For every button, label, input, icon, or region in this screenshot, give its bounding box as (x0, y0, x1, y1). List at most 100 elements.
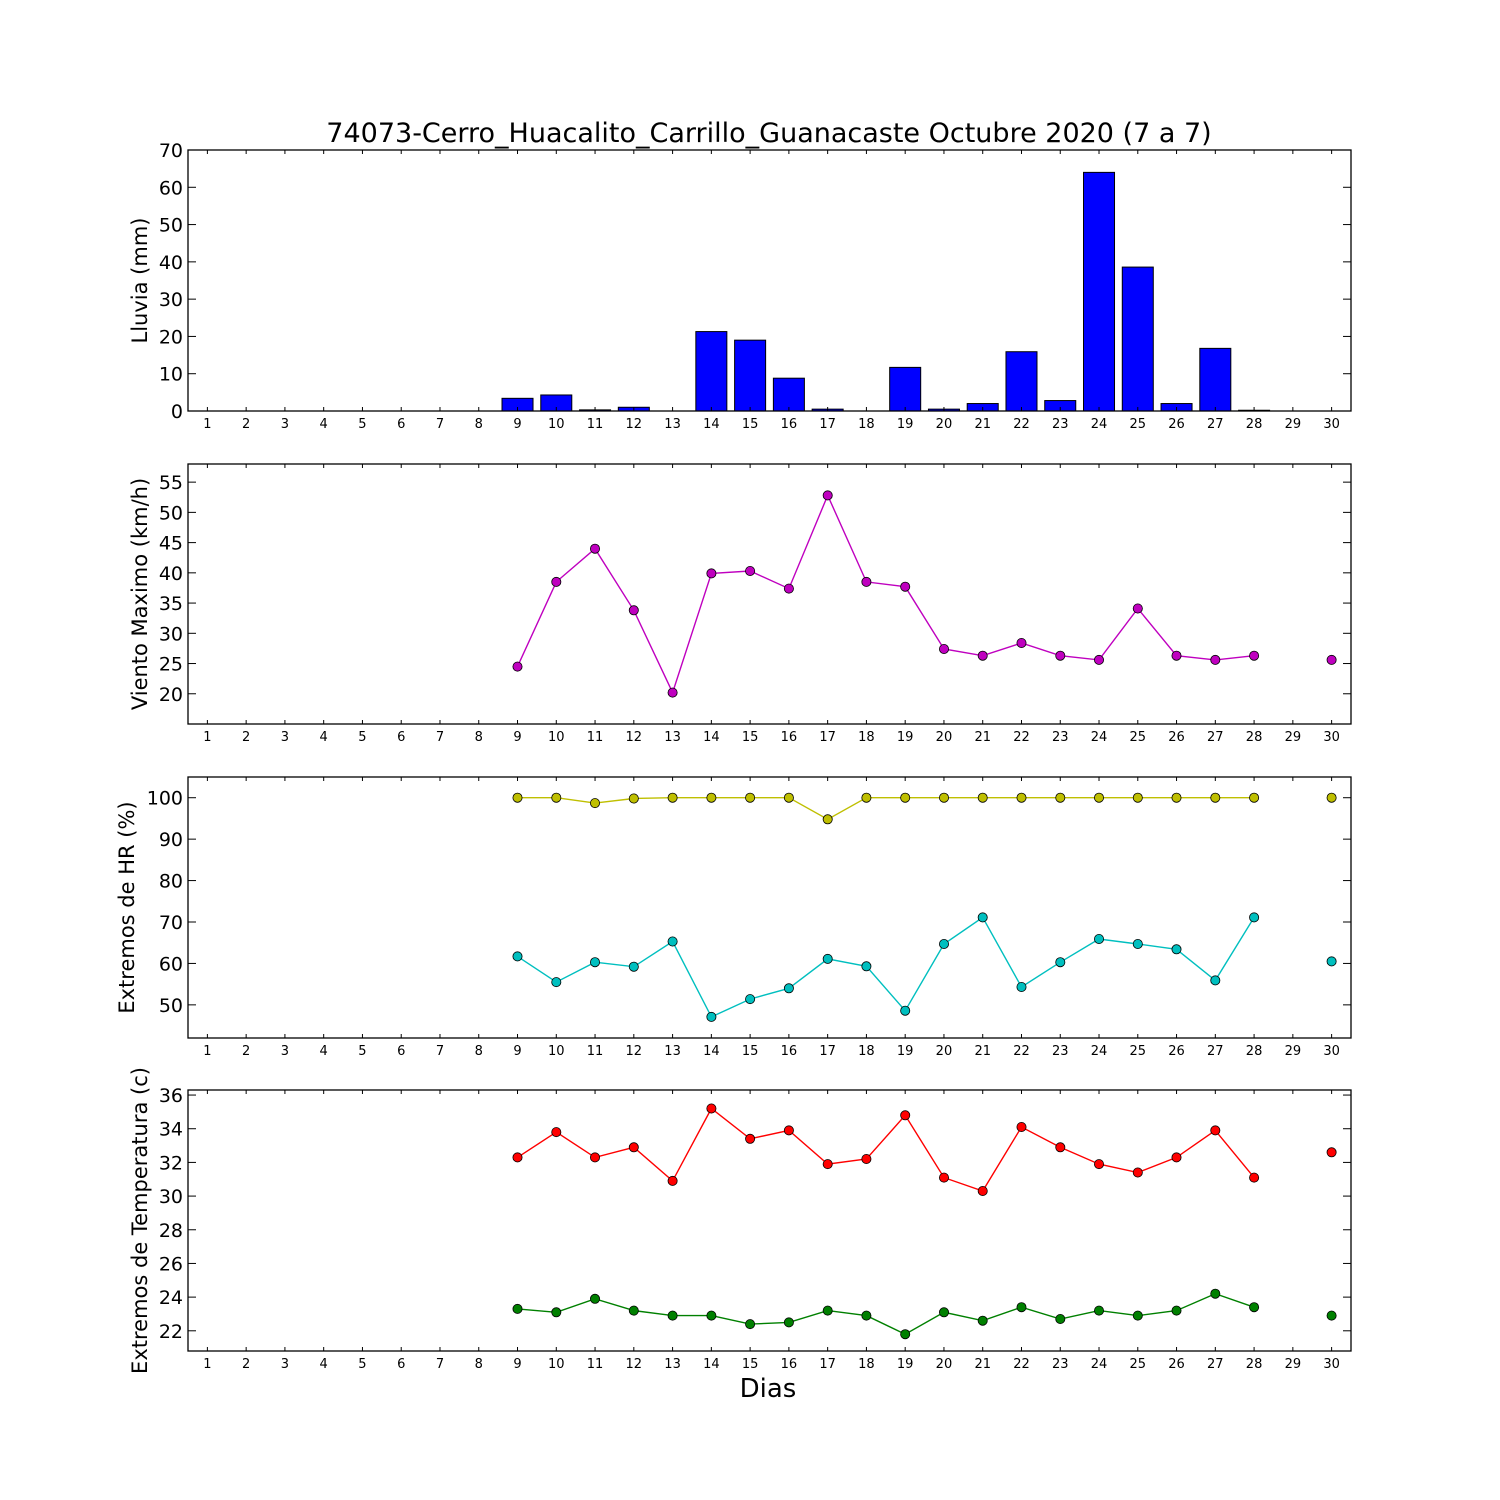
x-tick-label: 28 (1246, 1357, 1263, 1372)
point-day-21 (977, 1315, 988, 1326)
x-tick-label: 10 (548, 417, 565, 432)
bar-day-19 (889, 366, 922, 412)
point-day-30 (1326, 956, 1337, 967)
series-line-1-segment-1 (517, 797, 1255, 821)
point-day-10 (551, 977, 562, 988)
x-tick-label: 27 (1207, 417, 1224, 432)
x-tick-label: 6 (397, 1357, 405, 1372)
point-day-18 (861, 792, 872, 803)
series-line-1-segment-1 (516, 493, 1255, 695)
point-day-12 (628, 605, 639, 616)
point-day-27 (1210, 975, 1221, 986)
x-tick-label: 14 (703, 1357, 720, 1372)
y-tick-label: 20 (159, 326, 183, 348)
point-day-12 (628, 793, 639, 804)
x-tick-label: 1 (203, 1357, 211, 1372)
x-tick-label: 30 (1323, 417, 1340, 432)
x-tick-label: 26 (1168, 1044, 1185, 1059)
point-day-12 (628, 961, 639, 972)
y-tick-label: 30 (159, 289, 183, 311)
y-tick-label: 40 (159, 563, 183, 585)
point-day-20 (939, 792, 950, 803)
x-tick-label: 16 (781, 730, 798, 745)
bar-day-27 (1199, 347, 1232, 412)
series-1 (512, 792, 1337, 825)
x-tick-label: 5 (358, 417, 366, 432)
x-tick-label: 12 (626, 730, 643, 745)
point-day-27 (1210, 1288, 1221, 1299)
x-tick-label: 5 (358, 1357, 366, 1372)
y-axis-label: Extremos de Temperatura (c) (128, 1067, 152, 1374)
x-tick-label: 30 (1323, 1357, 1340, 1372)
series-2 (512, 1288, 1337, 1340)
x-tick-label: 20 (936, 417, 953, 432)
point-day-14 (706, 1103, 717, 1114)
x-tick-label: 9 (513, 417, 521, 432)
x-tick-label: 22 (1013, 417, 1030, 432)
x-tick-label: 11 (587, 1357, 604, 1372)
x-tick-label: 18 (858, 730, 875, 745)
point-day-14 (706, 568, 717, 579)
point-day-25 (1132, 1167, 1143, 1178)
x-tick-label: 15 (742, 730, 759, 745)
y-tick-label: 80 (159, 871, 183, 893)
x-tick-label: 15 (742, 1044, 759, 1059)
point-day-23 (1055, 792, 1066, 803)
x-tick-label: 7 (436, 730, 444, 745)
y-tick-label: 22 (159, 1321, 183, 1343)
x-tick-label: 29 (1285, 417, 1302, 432)
point-day-23 (1055, 957, 1066, 968)
point-day-13 (667, 792, 678, 803)
y-tick-label: 90 (159, 829, 183, 851)
x-tick-label: 17 (819, 417, 836, 432)
point-day-25 (1132, 603, 1143, 614)
point-day-17 (822, 953, 833, 964)
point-day-24 (1094, 934, 1105, 945)
y-axis-label: Extremos de HR (%) (115, 801, 139, 1013)
y-tick-label: 30 (159, 623, 183, 645)
y-tick-label: 10 (159, 364, 183, 386)
x-tick-label: 29 (1285, 1044, 1302, 1059)
point-day-30 (1326, 1147, 1337, 1158)
x-tick-label: 18 (858, 417, 875, 432)
x-tick-label: 23 (1052, 417, 1069, 432)
y-tick-label: 36 (159, 1085, 183, 1107)
point-day-21 (977, 650, 988, 661)
x-tick-label: 14 (703, 1044, 720, 1059)
point-day-21 (977, 1186, 988, 1197)
point-day-21 (977, 792, 988, 803)
panel-extremos-de-hr: 1 2 3 4 5 6 7 8 9 10 11 12 13 14 15 16 17 18 19 20 21 22 23 24 2… (115, 776, 1352, 1059)
y-tick-label: 28 (159, 1220, 183, 1242)
plot-frame (187, 463, 1352, 725)
x-tick-label: 4 (320, 730, 328, 745)
point-day-26 (1171, 944, 1182, 955)
plot-frame (187, 1089, 1352, 1352)
x-tick-label: 29 (1285, 1357, 1302, 1372)
point-day-17 (822, 1305, 833, 1316)
x-tick-label: 12 (626, 1357, 643, 1372)
figure-title: 74073-Cerro_Huacalito_Carrillo_Guanacast… (326, 118, 1211, 149)
point-day-30 (1326, 792, 1337, 803)
x-tick-label: 3 (281, 417, 289, 432)
point-day-25 (1132, 792, 1143, 803)
point-day-14 (706, 1011, 717, 1022)
point-day-12 (628, 1142, 639, 1153)
x-tick-label: 9 (513, 1357, 521, 1372)
point-day-10 (551, 1307, 562, 1318)
x-tick-label: 19 (897, 1357, 914, 1372)
x-tick-label: 8 (475, 417, 483, 432)
x-tick-label: 17 (819, 1044, 836, 1059)
x-tick-label: 6 (397, 730, 405, 745)
bar-day-24 (1083, 171, 1116, 412)
x-tick-label: 19 (897, 1044, 914, 1059)
point-day-27 (1210, 792, 1221, 803)
series-line-1-segment-1 (517, 1107, 1255, 1192)
x-tick-label: 24 (1091, 730, 1108, 745)
y-tick-label: 55 (159, 472, 183, 494)
y-tick-label: 100 (147, 788, 183, 810)
point-day-15 (745, 994, 756, 1005)
bar-day-14 (695, 331, 728, 412)
point-day-9 (512, 792, 523, 803)
point-day-26 (1171, 792, 1182, 803)
x-tick-label: 26 (1168, 730, 1185, 745)
